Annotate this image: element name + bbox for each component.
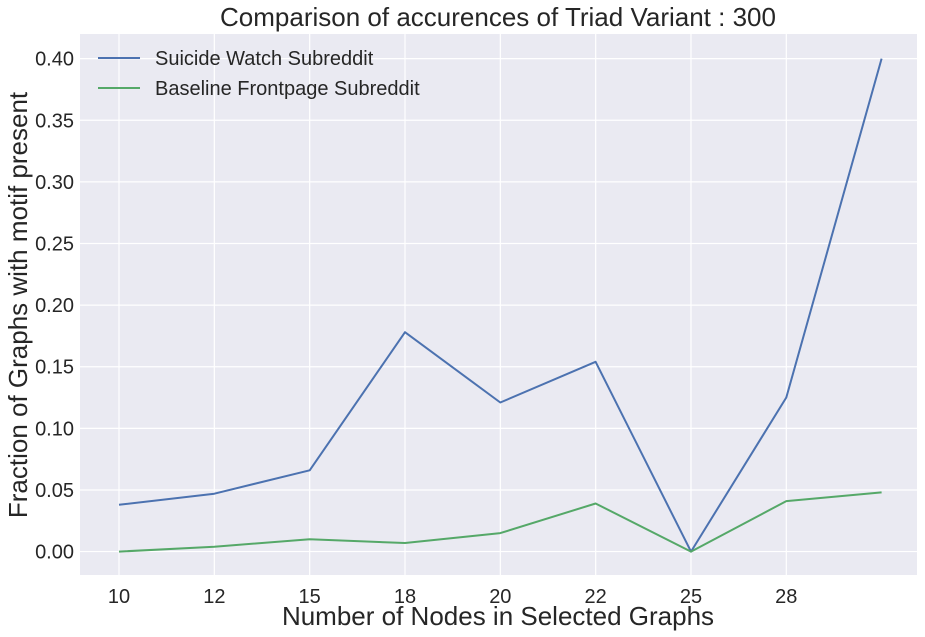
y-tick-label: 0.00 [35, 542, 74, 564]
x-axis-label: Number of Nodes in Selected Graphs [282, 601, 714, 631]
grid-lines [80, 34, 917, 575]
y-tick-label: 0.30 [35, 172, 74, 194]
tick-labels: 10 12 15 18 20 22 25 28 0.00 0.05 0.10 0.15 0.20 0.25… [35, 49, 797, 608]
x-tick-label: 25 [680, 586, 702, 608]
y-tick-label: 0.15 [35, 357, 74, 379]
y-axis-label: Fraction of Graphs with motif present [3, 91, 33, 518]
series-line-baseline-frontpage [118, 491, 882, 553]
y-tick-label: 0.25 [35, 233, 74, 255]
y-tick-label: 0.40 [35, 49, 74, 71]
legend: Suicide Watch Subreddit Baseline Frontpa… [98, 48, 420, 100]
legend-label-baseline-frontpage: Baseline Frontpage Subreddit [155, 78, 420, 100]
x-tick-label: 15 [299, 586, 321, 608]
y-tick-label: 0.35 [35, 110, 74, 132]
legend-label-suicide-watch: Suicide Watch Subreddit [155, 48, 374, 70]
series-line-suicide-watch [118, 58, 883, 553]
x-tick-label: 10 [108, 586, 130, 608]
chart-title: Comparison of accurences of Triad Varian… [220, 2, 776, 32]
x-tick-label: 20 [489, 586, 511, 608]
series-lines [118, 58, 883, 553]
x-tick-label: 28 [775, 586, 797, 608]
y-tick-label: 0.05 [35, 480, 74, 502]
x-tick-label: 12 [203, 586, 225, 608]
x-tick-label: 18 [394, 586, 416, 608]
plot-area [80, 34, 917, 575]
y-tick-label: 0.10 [35, 418, 74, 440]
y-tick-label: 0.20 [35, 295, 74, 317]
x-tick-label: 22 [585, 586, 607, 608]
